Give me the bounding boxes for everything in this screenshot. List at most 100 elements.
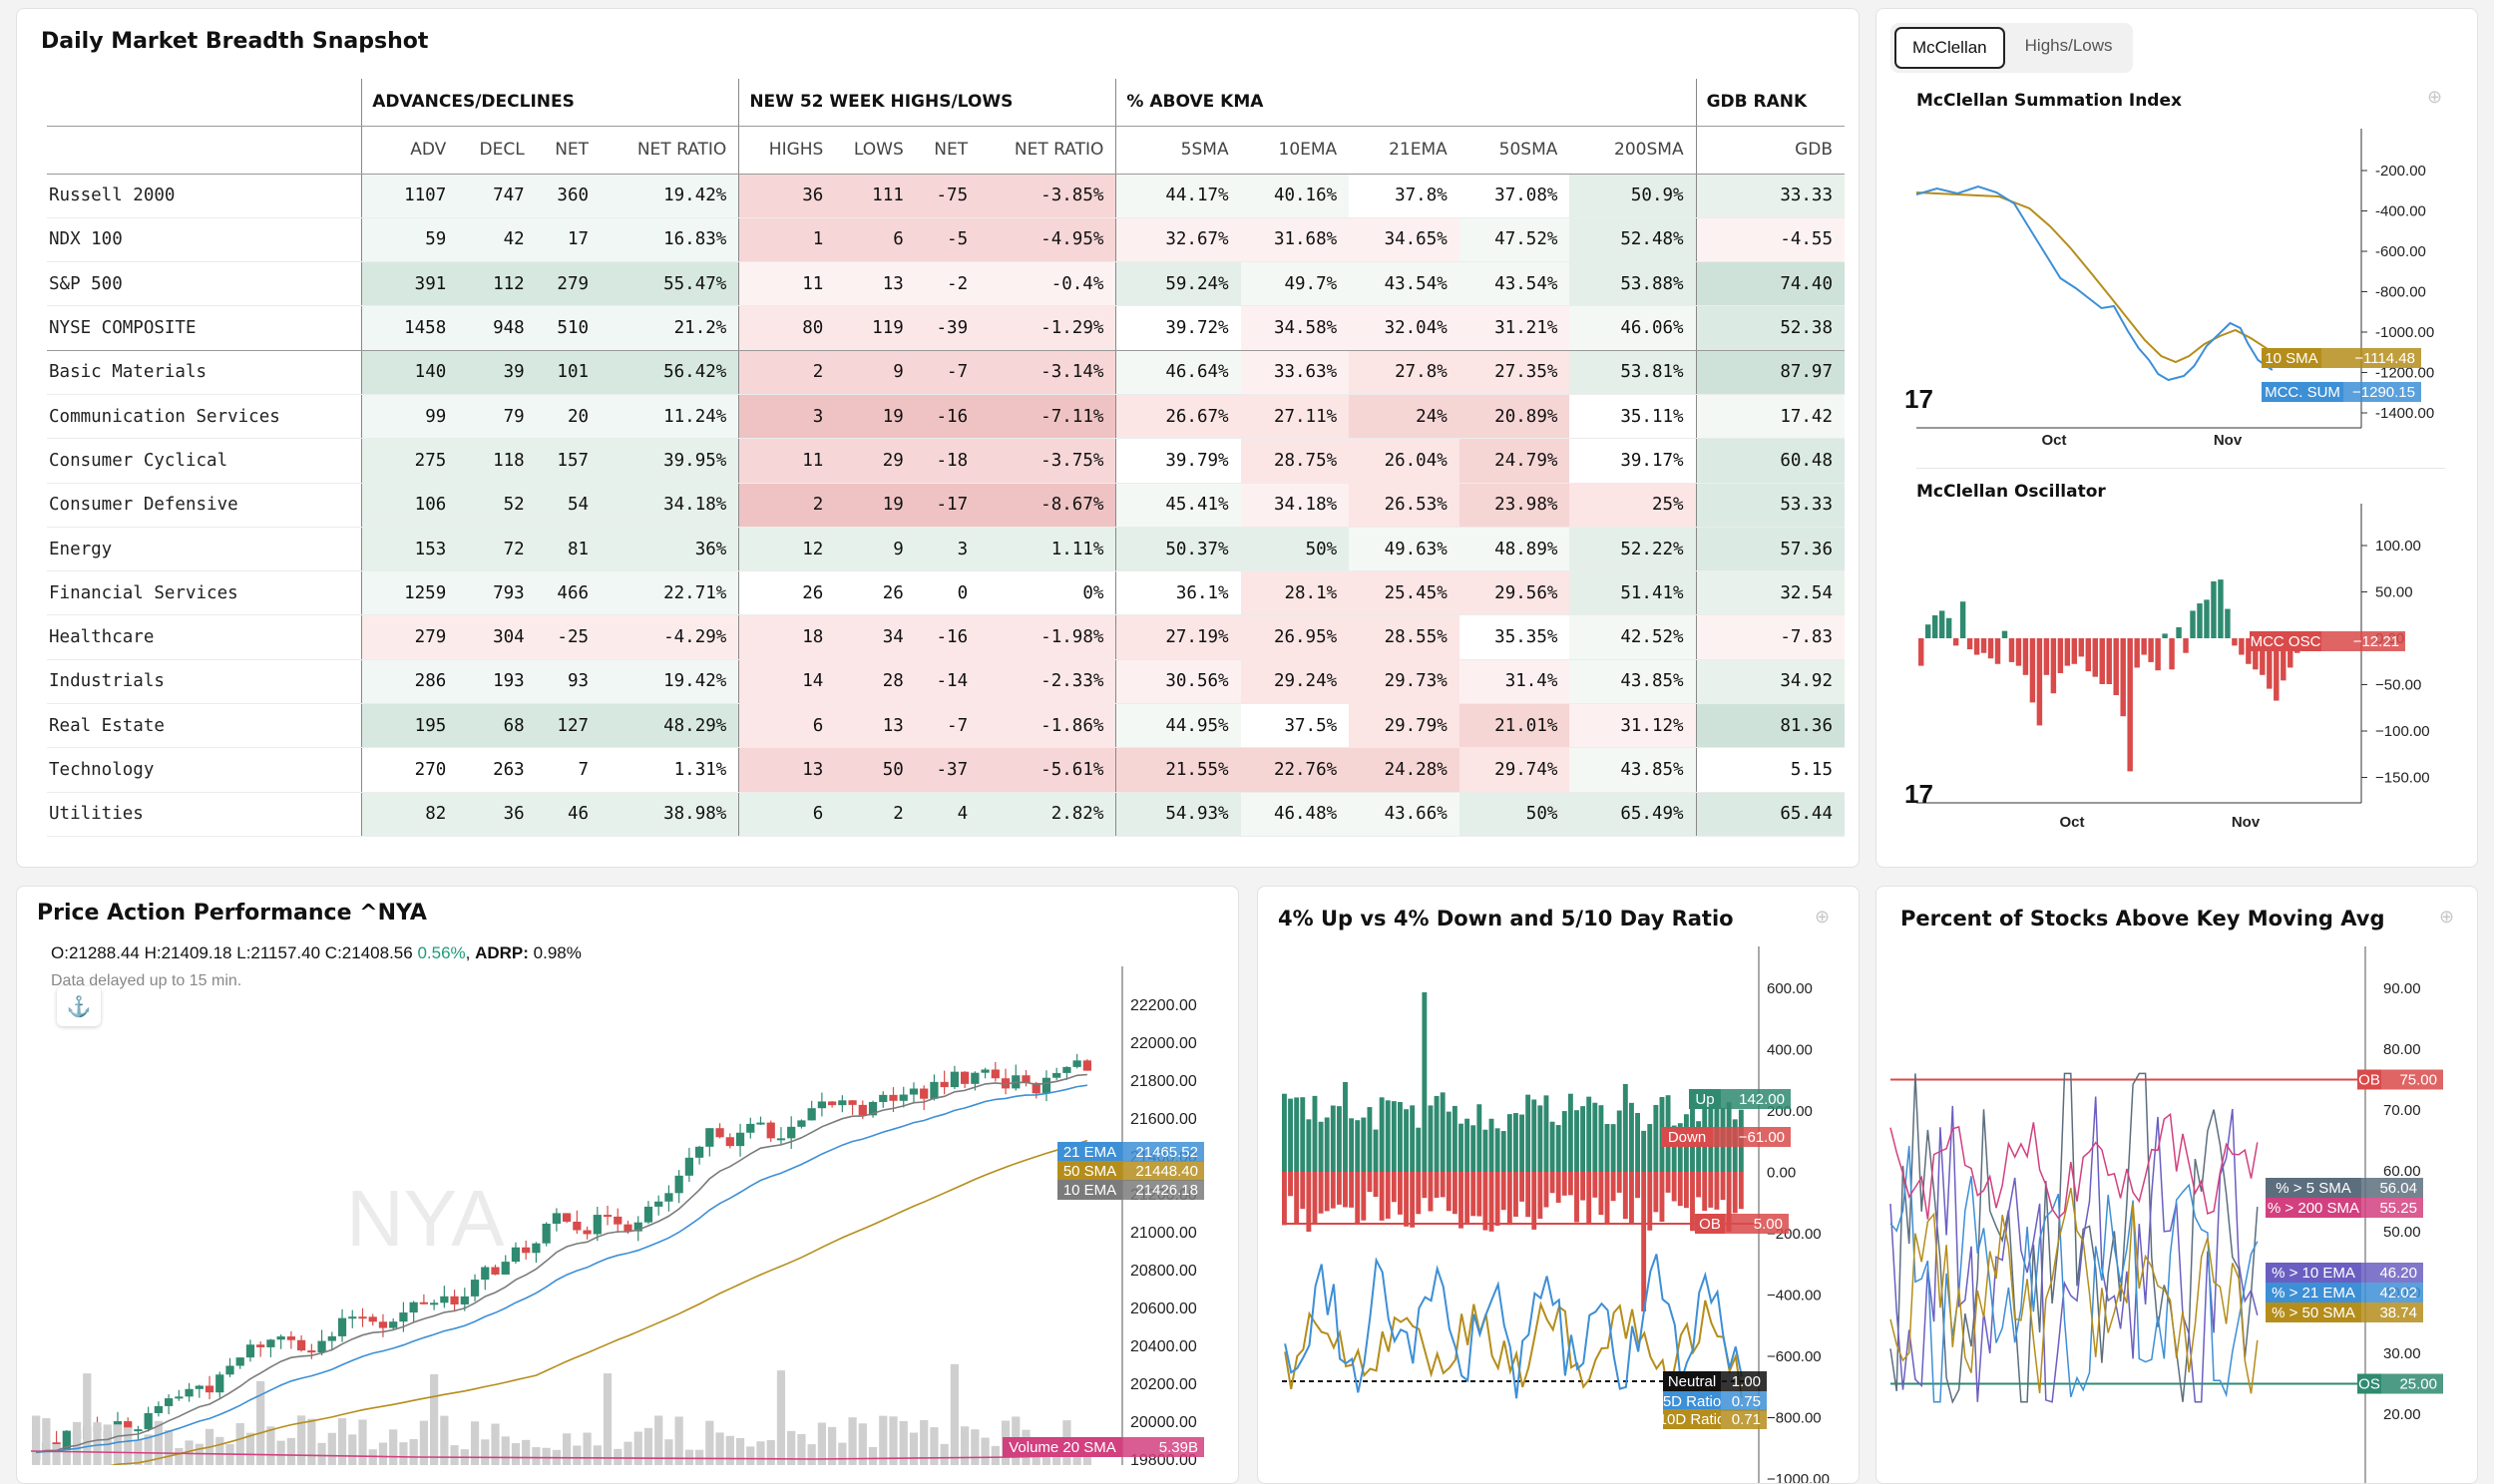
volume-bar [532, 1447, 541, 1465]
volume-bar [124, 1427, 133, 1465]
tag-name-bg [2250, 631, 2321, 651]
volume-bar [899, 1420, 908, 1465]
col-header-21ema[interactable]: 21EMA [1349, 126, 1459, 175]
volume-bar [72, 1421, 82, 1465]
down-bar [1336, 1172, 1342, 1205]
table-row: Financial Services 1259 793 466 22.71% 26 26 0 0… [47, 570, 1845, 616]
volume-bar [725, 1435, 734, 1465]
table-cell: 46.06% [1569, 305, 1697, 351]
table-cell: -4.95% [980, 217, 1116, 263]
volume-bar [787, 1430, 796, 1465]
col-header-adv[interactable]: ADV [361, 126, 459, 175]
zoom-icon[interactable]: ⊕ [2427, 87, 2443, 107]
tag-name-bg [1695, 1214, 1725, 1234]
volume-bar [358, 1419, 367, 1465]
volume-bar [83, 1373, 92, 1465]
oscillator-bar [2057, 638, 2064, 673]
oscillator-bar [2260, 638, 2266, 675]
col-header-highs[interactable]: HIGHS [738, 126, 836, 175]
candle-body [542, 1223, 551, 1244]
down-bar [1476, 1172, 1482, 1217]
col-header-decl[interactable]: DECL [458, 126, 537, 175]
price-label-tag: % > 21 EMA 42.02 [2266, 1283, 2423, 1302]
table-cell: -5 [915, 217, 981, 263]
table-cell: 43.85% [1569, 659, 1697, 705]
up-bar [1580, 1106, 1586, 1172]
ohlc-high: H:21409.18 [144, 943, 232, 962]
table-cell: 82 [361, 792, 459, 837]
pctabove-chart[interactable]: 90.0080.0070.0060.0050.0040.0030.0020.00… [1876, 946, 2478, 1484]
volume-bar [695, 1449, 704, 1465]
tab-highs-lows[interactable]: Highs/Lows [2024, 36, 2113, 55]
up-bar [1476, 1104, 1482, 1172]
col-header-200sma[interactable]: 200SMA [1569, 126, 1697, 175]
table-cell: 13 [835, 703, 916, 749]
tag-name: OB [1699, 1216, 1721, 1233]
col-header-50sma[interactable]: 50SMA [1458, 126, 1570, 175]
tag-name: 10 SMA [2265, 350, 2317, 367]
down-bar [1288, 1172, 1293, 1197]
tag-value-bg [2321, 631, 2405, 651]
tag-name: % > 50 SMA [2272, 1304, 2355, 1321]
up-bar [1336, 1106, 1342, 1172]
volume-bar [879, 1415, 888, 1465]
col-header-5sma[interactable]: 5SMA [1115, 126, 1241, 175]
table-cell: 263 [458, 747, 537, 793]
col-header-lows[interactable]: LOWS [835, 126, 916, 175]
updown-chart[interactable]: 600.00400.00200.000.00−200.00−400.00−600… [1258, 946, 1860, 1484]
breadth-title: Daily Market Breadth Snapshot [41, 29, 429, 54]
down-bar [1464, 1172, 1470, 1225]
price-chart[interactable]: NYA22200.0022000.0021800.0021600.0021400… [17, 966, 1239, 1465]
zoom-icon[interactable]: ⊕ [1815, 907, 1831, 927]
table-cell: 99 [361, 394, 459, 440]
oscillator-bar [2078, 638, 2085, 657]
table-cell: 6 [738, 703, 836, 749]
up-bar [1446, 1111, 1452, 1172]
table-cell: 1 [738, 217, 836, 263]
tag-value-bg [1721, 1371, 1767, 1391]
volume-bar [511, 1443, 521, 1465]
col-header-net[interactable]: NET [915, 126, 981, 175]
axis-tick-label: 22200.00 [1130, 997, 1197, 1014]
table-cell: 195 [361, 703, 459, 749]
row-name: NYSE COMPOSITE [47, 305, 362, 351]
tag-value-bg [2361, 1283, 2423, 1302]
volume-bar [643, 1427, 653, 1465]
candle-body [552, 1213, 561, 1224]
price-label-tag: 10 EMA 21426.18 [1057, 1180, 1204, 1200]
table-cell: 53.33 [1695, 483, 1845, 528]
volume-bar [62, 1449, 71, 1465]
summation-chart[interactable]: -200.00 -400.00 -600.00 -800.00 -1000.00 -120… [1876, 109, 2478, 468]
axis-tick-label: −1000.00 [1767, 1471, 1830, 1484]
candle-body [787, 1126, 796, 1139]
candle-body [154, 1405, 163, 1413]
price-label-tag: % > 200 SMA 55.25 [2266, 1198, 2423, 1218]
table-cell: 80 [738, 305, 836, 351]
zoom-icon[interactable]: ⊕ [2439, 907, 2455, 927]
oscillator-chart[interactable]: 100.0050.000.00−50.00−100.00−150.00OctNo… [1876, 504, 2478, 853]
table-cell: 11.24% [601, 394, 739, 440]
down-bar [1543, 1172, 1549, 1208]
volume-bar [614, 1448, 623, 1465]
candle-body [245, 1344, 255, 1358]
volume-bar [735, 1437, 745, 1465]
col-header-gdb[interactable]: GDB [1695, 126, 1845, 175]
table-cell: 270 [361, 747, 459, 793]
table-cell: -4.55 [1695, 217, 1845, 263]
oscillator-bar [2246, 638, 2252, 664]
table-cell: 14 [738, 659, 836, 705]
col-header-net-ratio[interactable]: NET RATIO [980, 126, 1116, 175]
oscillator-bar [1994, 638, 2001, 664]
down-bar [1410, 1172, 1416, 1228]
tab-mcclellan[interactable]: McClellan [1894, 27, 2005, 69]
tag-name: Neutral [1668, 1373, 1716, 1390]
col-header-10ema[interactable]: 10EMA [1240, 126, 1350, 175]
col-header-net[interactable]: NET [536, 126, 602, 175]
table-cell: 510 [536, 305, 602, 351]
price-label-tag: Up 142.00 [1689, 1089, 1791, 1109]
anchor-icon[interactable]: ⚓ [57, 986, 101, 1026]
table-cell: 60.48 [1695, 438, 1845, 484]
axis-tick-label: −150.00 [2375, 770, 2430, 787]
col-header-net-ratio[interactable]: NET RATIO [601, 126, 739, 175]
axis-tick-label: 21800.00 [1130, 1073, 1197, 1090]
